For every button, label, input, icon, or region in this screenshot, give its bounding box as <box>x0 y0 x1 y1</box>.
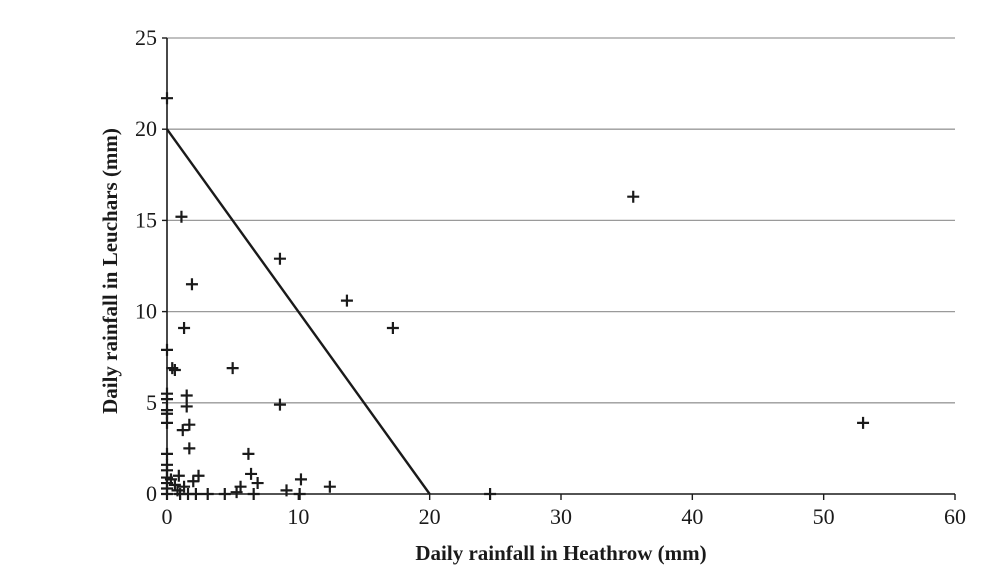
data-point <box>192 469 205 482</box>
data-point <box>166 362 179 375</box>
x-tick-label: 10 <box>287 504 309 529</box>
x-tick-label: 20 <box>419 504 441 529</box>
data-point <box>161 447 173 460</box>
data-point <box>161 92 173 105</box>
data-point <box>161 488 173 500</box>
data-point <box>294 473 307 486</box>
data-point <box>178 322 191 335</box>
data-point <box>180 389 193 402</box>
x-tick-label: 0 <box>162 504 173 529</box>
tick-labels: 0 5 10 15 20 25 0 10 20 30 40 50 60 <box>135 25 966 529</box>
data-point <box>161 343 173 356</box>
data-point <box>340 294 353 307</box>
data-point <box>176 424 189 437</box>
y-tick-label: 0 <box>146 481 157 506</box>
data-point <box>627 190 640 203</box>
data-point <box>178 480 191 493</box>
data-point <box>161 393 173 406</box>
y-tick-label: 15 <box>135 207 157 232</box>
data-point <box>234 480 247 493</box>
data-point <box>247 488 260 500</box>
data-point <box>218 488 231 500</box>
y-tick-label: 25 <box>135 25 157 50</box>
x-tick-label: 50 <box>813 504 835 529</box>
data-point <box>280 484 293 497</box>
y-axis-title: Daily rainfall in Leuchars (mm) <box>98 128 122 414</box>
data-point <box>168 363 181 376</box>
x-tick-label: 40 <box>681 504 703 529</box>
threshold-line-layer <box>166 128 431 495</box>
data-point <box>175 210 188 223</box>
data-point <box>857 416 870 429</box>
y-tick-label: 20 <box>135 116 157 141</box>
axes <box>162 37 956 500</box>
gridlines <box>167 37 955 404</box>
data-point <box>386 322 399 335</box>
data-point <box>245 467 258 480</box>
data-point <box>484 488 497 500</box>
data-point <box>185 278 198 291</box>
data-point <box>323 480 336 493</box>
y-tick-label: 5 <box>146 390 157 415</box>
data-points <box>161 92 870 500</box>
data-point <box>242 447 255 460</box>
data-point <box>180 400 193 413</box>
data-point <box>201 488 214 500</box>
data-point <box>172 469 185 482</box>
data-point <box>273 252 286 265</box>
data-point <box>293 488 306 500</box>
data-point <box>189 488 202 500</box>
y-tick-label: 10 <box>135 299 157 324</box>
data-point <box>187 475 200 488</box>
data-point <box>183 442 196 455</box>
data-point <box>161 416 173 429</box>
data-point <box>273 398 286 411</box>
threshold-line <box>166 128 431 495</box>
data-point <box>168 478 181 491</box>
x-tick-label: 60 <box>944 504 966 529</box>
x-axis-title: Daily rainfall in Heathrow (mm) <box>415 541 706 565</box>
data-point <box>251 477 264 490</box>
data-point <box>226 362 239 375</box>
data-point <box>183 418 196 431</box>
x-tick-label: 30 <box>550 504 572 529</box>
